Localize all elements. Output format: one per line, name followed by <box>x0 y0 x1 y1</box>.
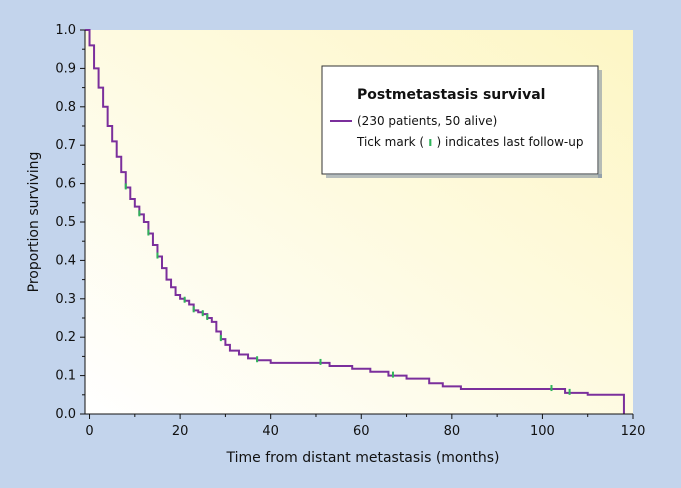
y-tick-label: 0.6 <box>55 177 76 192</box>
y-tick-label: 1.0 <box>55 23 76 38</box>
legend-series-label: (230 patients, 50 alive) <box>357 114 497 128</box>
x-tick-label: 0 <box>85 424 93 439</box>
legend-note-suffix: ) indicates last follow-up <box>437 135 584 149</box>
x-tick-label: 60 <box>353 424 370 439</box>
x-tick-label: 80 <box>444 424 461 439</box>
x-tick-label: 40 <box>262 424 279 439</box>
y-axis-title: Proportion surviving <box>26 152 42 293</box>
survival-curve <box>85 29 625 414</box>
censor-tick-sample: ı <box>424 135 436 149</box>
y-tick-label: 0.4 <box>55 253 76 268</box>
x-tick-label: 120 <box>621 424 646 439</box>
legend-title: Postmetastasis survival <box>357 87 545 103</box>
legend: Postmetastasis survival (230 patients, 5… <box>321 65 602 178</box>
x-tick-label: 20 <box>172 424 189 439</box>
y-tick-label: 0.7 <box>55 138 76 153</box>
y-tick-label: 0.0 <box>55 407 76 422</box>
y-tick-label: 0.5 <box>55 215 76 230</box>
y-tick-label: 0.2 <box>55 330 76 345</box>
legend-shadow-bottom <box>326 174 602 178</box>
legend-box <box>321 65 599 175</box>
legend-note-prefix: Tick mark ( <box>356 135 424 149</box>
x-axis-title: Time from distant metastasis (months) <box>226 450 500 466</box>
y-tick-label: 0.3 <box>55 292 76 307</box>
y-tick-label: 0.8 <box>55 100 76 115</box>
legend-note: Tick mark ( ı ) indicates last follow-up <box>356 135 583 149</box>
legend-shadow <box>598 70 602 178</box>
x-tick-label: 100 <box>530 424 555 439</box>
y-tick-label: 0.9 <box>55 61 76 76</box>
y-tick-label: 0.1 <box>55 369 76 384</box>
